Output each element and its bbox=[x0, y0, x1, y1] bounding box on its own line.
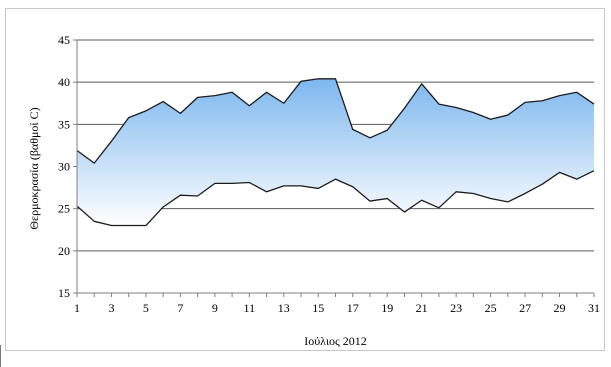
y-tick-label: 30 bbox=[58, 160, 70, 174]
x-tick-label: 19 bbox=[381, 301, 393, 315]
x-tick-label: 9 bbox=[212, 301, 218, 315]
x-tick-label: 31 bbox=[588, 301, 600, 315]
x-tick-label: 3 bbox=[108, 301, 114, 315]
temperature-band bbox=[77, 78, 594, 226]
temperature-band-fill bbox=[77, 78, 594, 226]
x-tick-label: 1 bbox=[74, 301, 80, 315]
x-tick-label: 25 bbox=[485, 301, 497, 315]
x-tick-label: 17 bbox=[347, 301, 359, 315]
y-tick-label: 15 bbox=[58, 286, 70, 300]
x-tick-label: 7 bbox=[177, 301, 183, 315]
x-tick-label: 23 bbox=[450, 301, 462, 315]
y-tick-label: 45 bbox=[58, 33, 70, 47]
y-axis-title: Θερμοκρασία (βαθμοί C) bbox=[27, 107, 41, 229]
x-tick-label: 15 bbox=[312, 301, 324, 315]
page-edge-rule bbox=[0, 345, 1, 367]
x-axis-title: Ιούλιος 2012 bbox=[304, 334, 367, 348]
y-tick-label: 35 bbox=[58, 117, 70, 131]
x-tick-label: 27 bbox=[519, 301, 531, 315]
x-tick-label: 5 bbox=[143, 301, 149, 315]
axes bbox=[73, 39, 595, 297]
x-tick-label: 29 bbox=[554, 301, 566, 315]
y-tick-label: 20 bbox=[58, 244, 70, 258]
x-tick-label: 11 bbox=[244, 301, 256, 315]
x-tick-label: 21 bbox=[416, 301, 428, 315]
y-tick-label: 40 bbox=[58, 75, 70, 89]
x-tick-label: 13 bbox=[278, 301, 290, 315]
y-tick-label: 25 bbox=[58, 202, 70, 216]
